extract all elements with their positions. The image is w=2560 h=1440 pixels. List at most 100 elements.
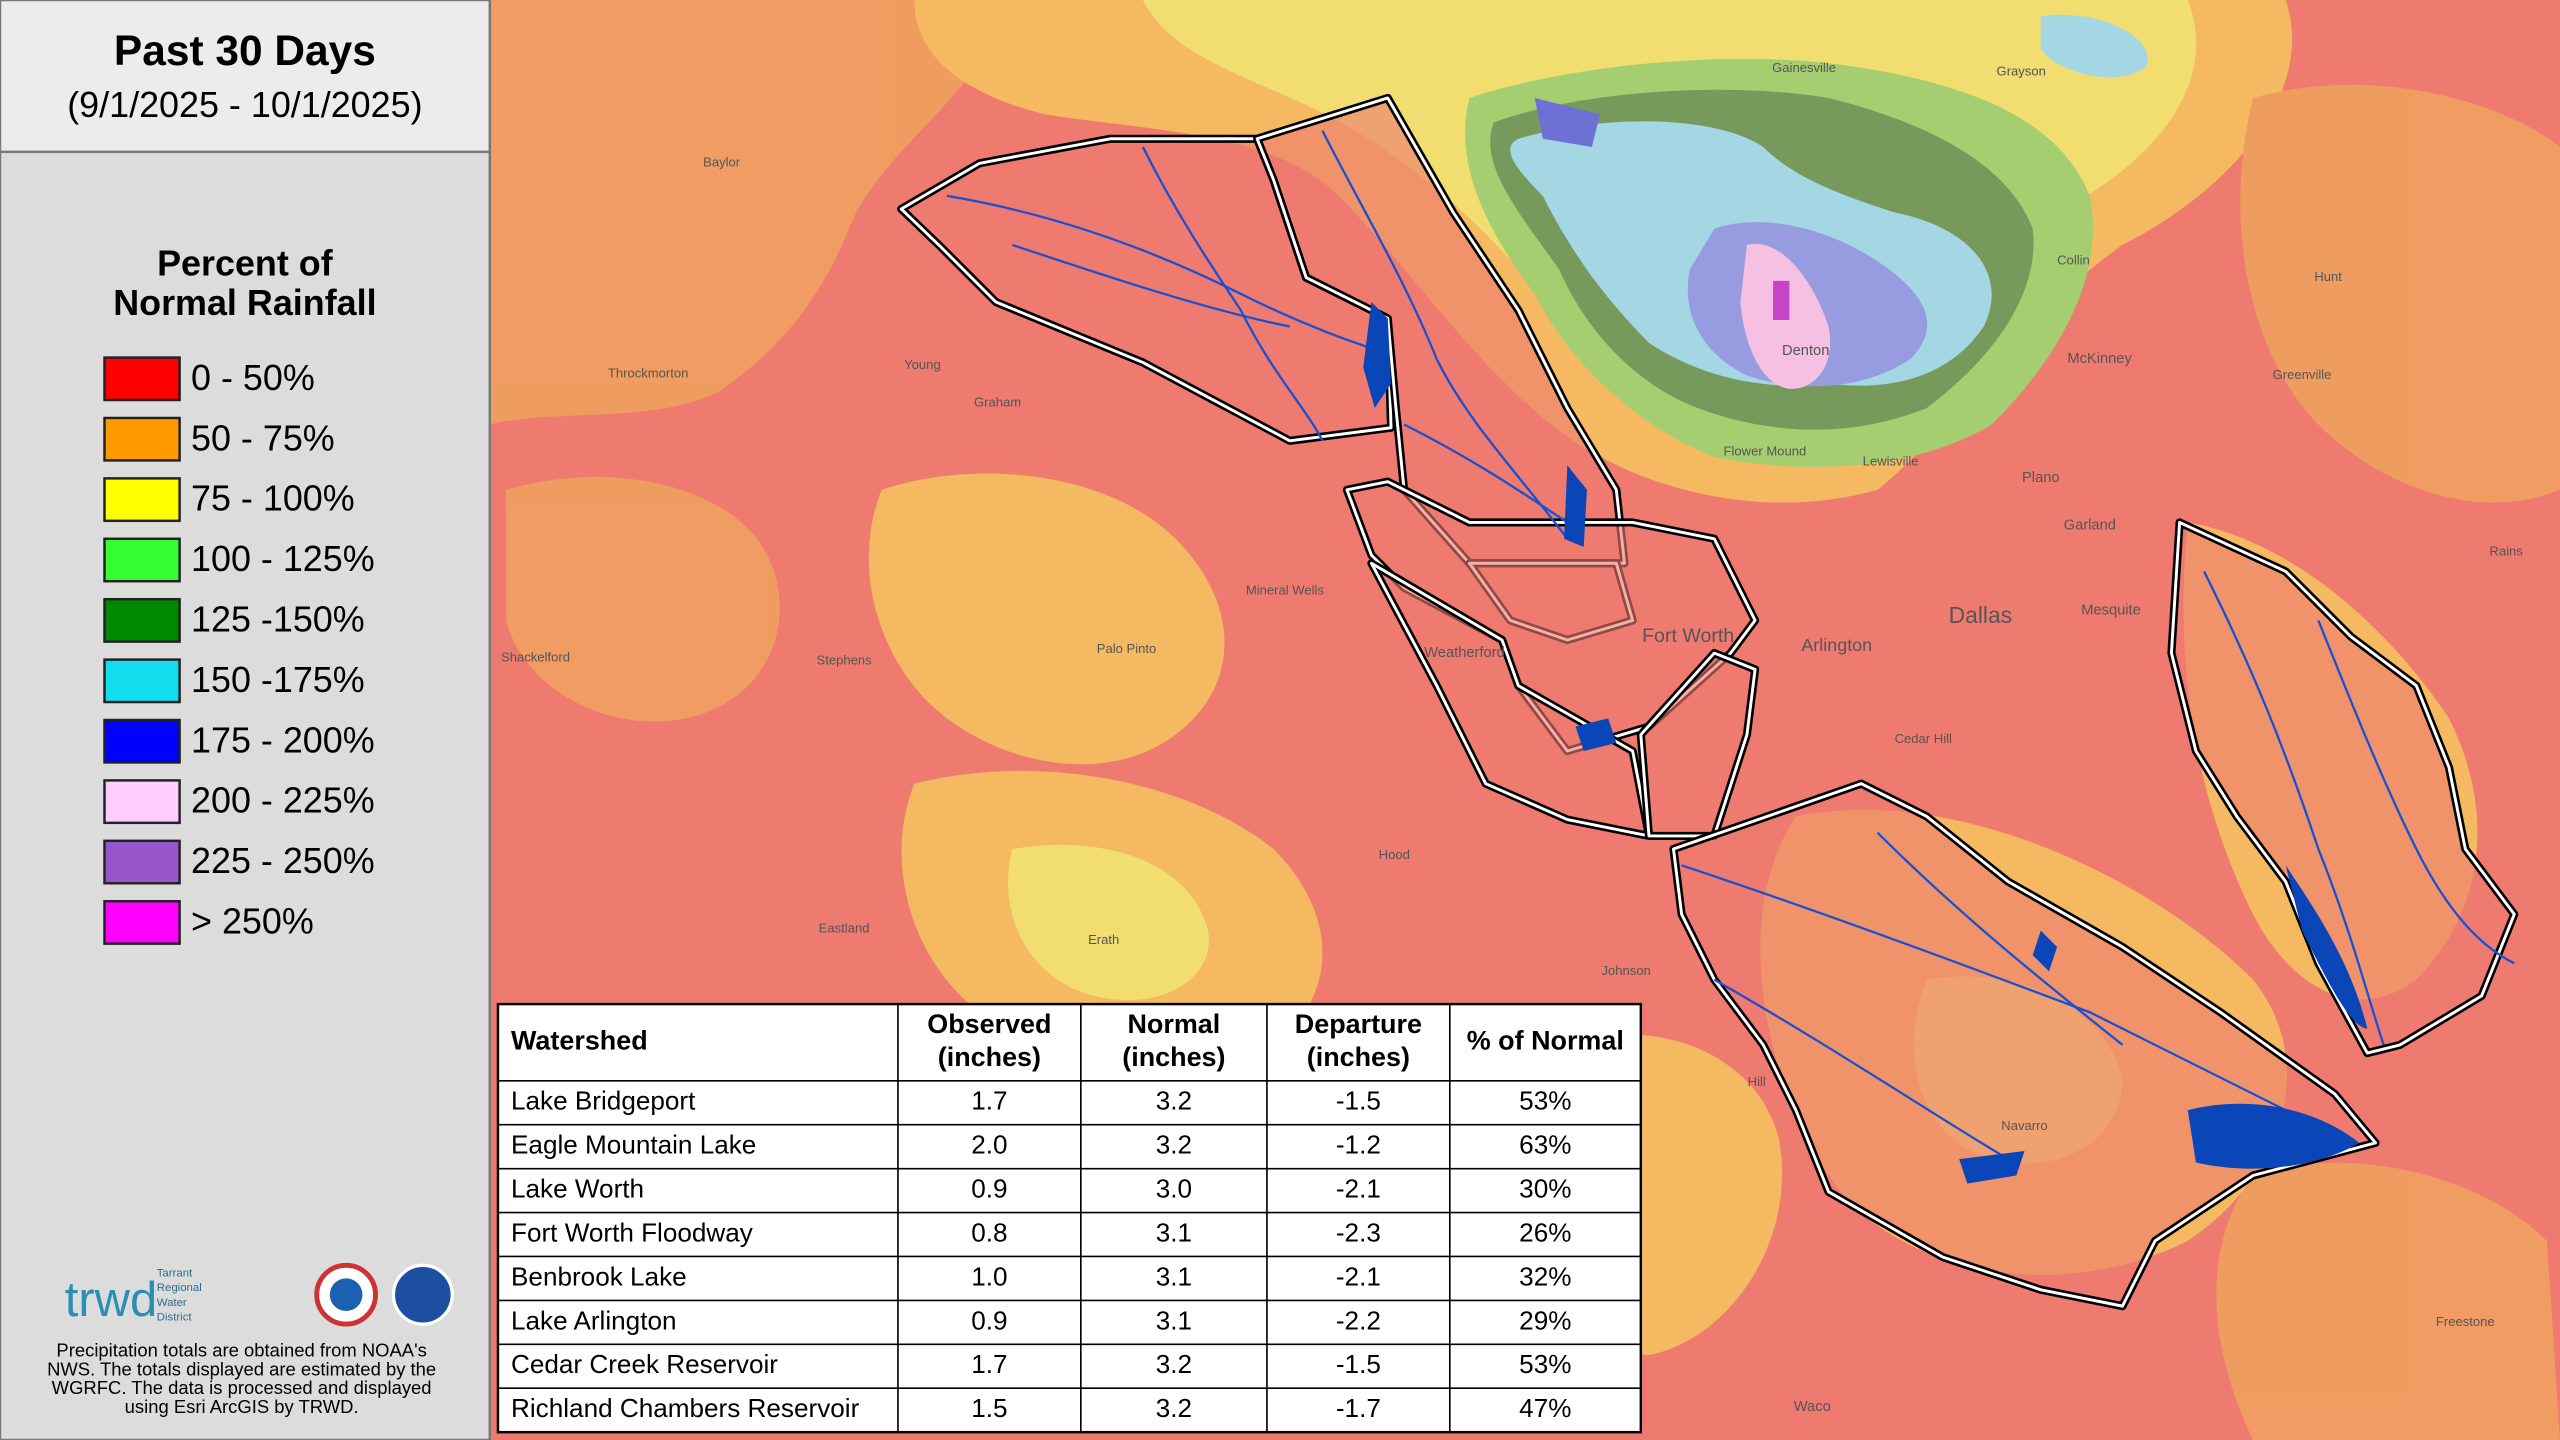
orange-area	[489, 0, 1013, 425]
place-label: Hunt	[2314, 269, 2342, 284]
watershed-outline-inner	[1639, 651, 1757, 838]
legend-title: Percent of	[157, 243, 334, 284]
lake	[2285, 865, 2368, 1029]
place-label: Graham	[974, 395, 1021, 410]
table-cell: -1.5	[1336, 1086, 1381, 1116]
table-cell: 3.2	[1156, 1086, 1192, 1116]
legend-swatch	[103, 416, 181, 462]
table-cell: 3.2	[1156, 1393, 1192, 1423]
river	[1403, 423, 1568, 524]
purple-area	[1773, 280, 1790, 320]
logo-caption: Tarrant Regional Water District	[157, 1267, 202, 1323]
note-line: NWS. The totals displayed are estimated …	[47, 1358, 436, 1379]
legend-label: 0 - 50%	[191, 357, 315, 398]
place-label: Navarro	[2001, 1118, 2047, 1133]
column-header: Normal	[1127, 1009, 1220, 1039]
table-cell: 0.9	[971, 1174, 1007, 1204]
table-cell: Cedar Creek Reservoir	[511, 1349, 778, 1379]
table-cell: 29%	[1519, 1305, 1571, 1335]
river	[1321, 130, 1569, 540]
logo-caption-line: Regional	[157, 1282, 202, 1294]
table-cell: 3.2	[1156, 1349, 1192, 1379]
table-cell: Lake Bridgeport	[511, 1086, 696, 1116]
lake	[1575, 718, 1617, 752]
yellow-area	[1008, 844, 1209, 1001]
table-cell: 1.7	[971, 1349, 1007, 1379]
column-header: % of Normal	[1467, 1026, 1624, 1056]
legend-swatch	[103, 900, 181, 945]
watershed-outline-inner	[1672, 782, 2377, 1308]
column-header: Departure	[1295, 1009, 1422, 1039]
legend-label: 75 - 100%	[191, 478, 355, 519]
lake	[1363, 302, 1392, 409]
light-blue-area	[2040, 14, 2148, 78]
table-cell: 53%	[1519, 1086, 1571, 1116]
lake	[1564, 465, 1587, 547]
legend-label: 50 - 75%	[191, 417, 335, 458]
column-header: (inches)	[938, 1042, 1041, 1072]
table-cell: Benbrook Lake	[511, 1261, 687, 1291]
river	[2317, 619, 2515, 965]
rainfall-shading	[489, 0, 2560, 1440]
column-header: Observed	[927, 1009, 1051, 1039]
noaa-logo	[391, 1263, 454, 1326]
legend-swatch	[103, 356, 181, 402]
orange-area	[506, 476, 780, 722]
title: Past 30 Days	[114, 27, 376, 74]
river	[2203, 570, 2385, 1046]
legend-label: 225 - 250%	[191, 840, 375, 881]
legend-swatch	[103, 597, 181, 643]
table-cell: 1.0	[971, 1261, 1007, 1291]
table-cell: 47%	[1519, 1393, 1571, 1423]
place-label: Eastland	[819, 920, 870, 935]
note-line: WGRFC. The data is processed and display…	[52, 1377, 432, 1398]
legend-swatch	[103, 477, 181, 523]
place-label: Hood	[1379, 847, 1410, 862]
orange-area	[868, 473, 1225, 765]
table-cell: 3.0	[1156, 1174, 1192, 1204]
table-cell: 26%	[1519, 1217, 1571, 1247]
table-cell: -2.3	[1336, 1217, 1381, 1247]
footer-note: Precipitation totals are obtained from N…	[47, 1340, 436, 1417]
place-label: Young	[904, 357, 941, 372]
column-header: (inches)	[1307, 1042, 1410, 1072]
table-cell: 32%	[1519, 1261, 1571, 1291]
header-box	[0, 0, 492, 154]
legend-label: 150 -175%	[191, 659, 365, 700]
place-label: Shackelford	[501, 649, 570, 664]
place-label: Lewisville	[1863, 453, 1919, 468]
table-cell: 3.1	[1156, 1305, 1192, 1335]
place-label: Gainesville	[1772, 60, 1836, 75]
table-cell: 53%	[1519, 1349, 1571, 1379]
place-label: Palo Pinto	[1097, 641, 1156, 656]
place-label: Weatherford	[1424, 645, 1505, 661]
place-label: McKinney	[2067, 351, 2132, 367]
table-cell: Lake Worth	[511, 1174, 644, 1204]
table-cell: -1.7	[1336, 1393, 1381, 1423]
place-label: Erath	[1088, 932, 1119, 947]
table-cell: Fort Worth Floodway	[511, 1217, 753, 1247]
legend-label: 175 - 200%	[191, 719, 375, 760]
legend-label: 200 - 225%	[191, 780, 375, 821]
place-label: Throckmorton	[608, 365, 688, 380]
table-cell: 63%	[1519, 1130, 1571, 1160]
legend-swatch	[103, 779, 181, 825]
note-line: Precipitation totals are obtained from N…	[56, 1340, 426, 1361]
legend-swatch	[103, 718, 181, 764]
place-label: Flower Mound	[1724, 444, 1807, 459]
blue-area	[1534, 97, 1600, 147]
table-cell: -2.2	[1336, 1305, 1381, 1335]
lake	[2187, 1103, 2360, 1169]
river	[1876, 831, 2124, 1046]
nws-logo	[329, 1278, 363, 1312]
panel-background	[0, 0, 492, 1440]
orange-area	[2216, 1162, 2560, 1440]
place-label: Baylor	[703, 155, 741, 170]
table-cell: 2.0	[971, 1130, 1007, 1160]
column-header: Watershed	[511, 1026, 648, 1056]
place-label: Garland	[2064, 518, 2116, 534]
rivers	[946, 130, 2515, 1161]
table-cell: -2.1	[1336, 1261, 1381, 1291]
legend-swatch	[103, 839, 181, 885]
